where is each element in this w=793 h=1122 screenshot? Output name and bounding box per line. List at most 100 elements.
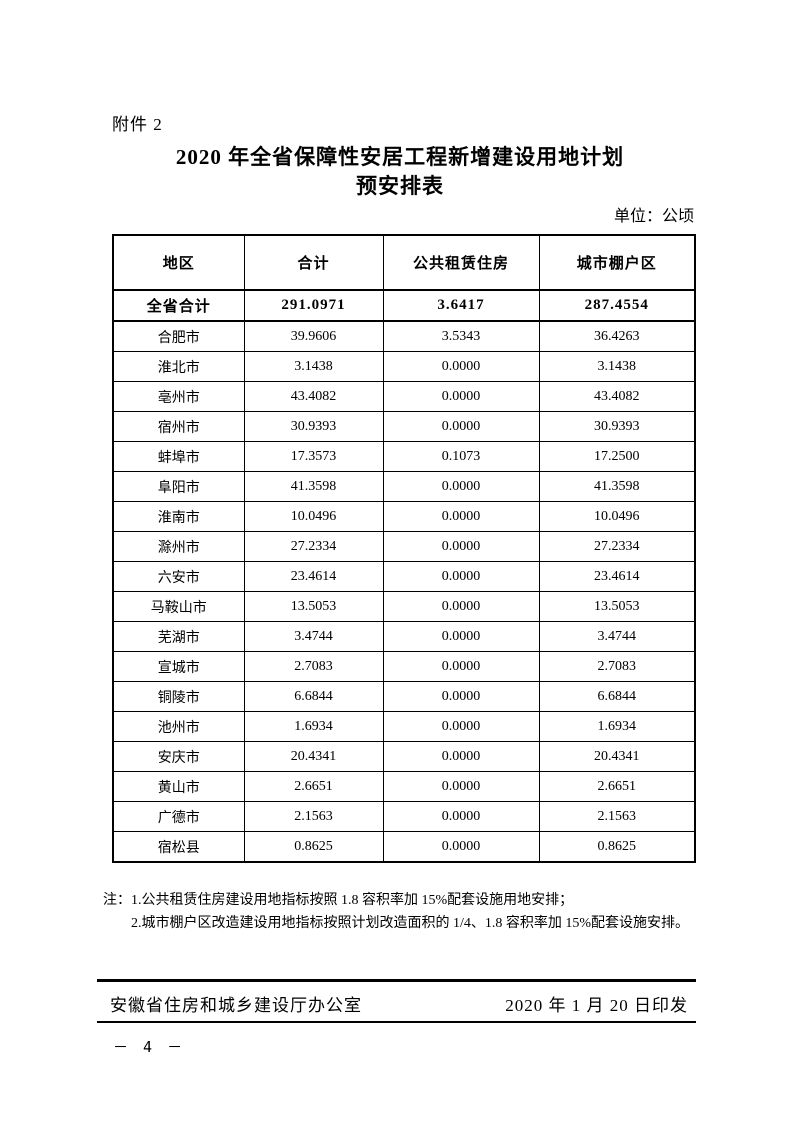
value-cell: 13.5053 — [538, 591, 696, 622]
footer-rule-bottom — [97, 1021, 696, 1023]
note-text: 2.城市棚户区改造建设用地指标按照计划改造面积的 1/4、1.8 容积率加 15… — [131, 916, 690, 931]
footer-rule-top — [97, 979, 696, 982]
value-cell: 30.9393 — [538, 411, 696, 442]
value-cell: 23.4614 — [538, 561, 696, 592]
value-cell: 0.0000 — [382, 351, 540, 382]
value-cell: 10.0496 — [538, 501, 696, 532]
table-body: 全省合计 291.0971 3.6417 287.4554 合肥市 39.9606… — [112, 289, 696, 863]
table-row: 宣城市 2.7083 0.0000 2.7083 — [112, 651, 696, 682]
table-row: 六安市 23.4614 0.0000 23.4614 — [112, 561, 696, 592]
value-cell: 0.0000 — [382, 381, 540, 412]
value-cell: 0.0000 — [382, 741, 540, 772]
value-cell: 23.4614 — [243, 561, 384, 592]
title-line-2: 预安排表 — [356, 174, 444, 198]
region-cell: 亳州市 — [112, 381, 245, 412]
region-cell: 六安市 — [112, 561, 245, 592]
unit-label: 单位：公顷 — [613, 208, 694, 225]
value-cell: 0.8625 — [538, 831, 696, 863]
header-cell-shantytown: 城市棚户区 — [538, 234, 696, 291]
region-cell: 池州市 — [112, 711, 245, 742]
value-cell: 41.3598 — [243, 471, 384, 502]
value-cell: 20.4341 — [538, 741, 696, 772]
region-cell: 合肥市 — [112, 320, 245, 352]
footer-date: 2020 年 1 月 20 日印发 — [505, 996, 688, 1015]
value-cell: 10.0496 — [243, 501, 384, 532]
table-row: 宿松县 0.8625 0.0000 0.8625 — [112, 831, 696, 863]
table-row: 淮南市 10.0496 0.0000 10.0496 — [112, 501, 696, 532]
header-cell-public-rental: 公共租赁住房 — [382, 234, 540, 291]
region-cell: 芜湖市 — [112, 621, 245, 652]
value-cell: 27.2334 — [538, 531, 696, 562]
region-cell: 宿松县 — [112, 831, 245, 863]
document-title: 2020 年全省保障性安居工程新增建设用地计划 预安排表 — [100, 143, 700, 201]
value-cell: 2.7083 — [243, 651, 384, 682]
value-cell: 3.1438 — [538, 351, 696, 382]
region-cell: 黄山市 — [112, 771, 245, 802]
region-cell: 淮北市 — [112, 351, 245, 382]
value-cell: 13.5053 — [243, 591, 384, 622]
value-cell: 0.0000 — [382, 831, 540, 863]
region-cell: 淮南市 — [112, 501, 245, 532]
value-cell: 2.6651 — [243, 771, 384, 802]
value-cell: 1.6934 — [538, 711, 696, 742]
value-cell: 17.2500 — [538, 441, 696, 472]
value-cell: 41.3598 — [538, 471, 696, 502]
value-cell: 0.0000 — [382, 681, 540, 712]
header-cell-region: 地区 — [112, 234, 245, 291]
note-text: 1.公共租赁住房建设用地指标按照 1.8 容积率加 15%配套设施用地安排； — [131, 893, 574, 908]
region-cell: 马鞍山市 — [112, 591, 245, 622]
region-cell: 安庆市 — [112, 741, 245, 772]
value-cell: 0.0000 — [382, 531, 540, 562]
table-row: 合肥市 39.9606 3.5343 36.4263 — [112, 320, 696, 352]
region-cell: 广德市 — [112, 801, 245, 832]
land-plan-table: 地区 合计 公共租赁住房 城市棚户区 全省合计 291.0971 3.6417 … — [112, 234, 696, 863]
value-cell: 2.1563 — [538, 801, 696, 832]
title-line-1: 2020 年全省保障性安居工程新增建设用地计划 — [175, 145, 625, 169]
value-cell: 2.1563 — [243, 801, 384, 832]
value-cell: 0.0000 — [382, 801, 540, 832]
note-prefix: 注： — [103, 893, 131, 908]
note-item: 2.城市棚户区改造建设用地指标按照计划改造面积的 1/4、1.8 容积率加 15… — [103, 912, 708, 935]
table-row: 马鞍山市 13.5053 0.0000 13.5053 — [112, 591, 696, 622]
value-cell: 6.6844 — [538, 681, 696, 712]
value-cell: 17.3573 — [243, 441, 384, 472]
value-cell: 30.9393 — [243, 411, 384, 442]
notes: 注：1.公共租赁住房建设用地指标按照 1.8 容积率加 15%配套设施用地安排；… — [103, 889, 708, 935]
value-cell: 43.4082 — [243, 381, 384, 412]
table-row: 宿州市 30.9393 0.0000 30.9393 — [112, 411, 696, 442]
value-cell: 0.0000 — [382, 471, 540, 502]
value-cell: 43.4082 — [538, 381, 696, 412]
value-cell: 0.0000 — [382, 561, 540, 592]
region-cell: 铜陵市 — [112, 681, 245, 712]
region-cell: 滁州市 — [112, 531, 245, 562]
total-row: 全省合计 291.0971 3.6417 287.4554 — [112, 289, 696, 322]
region-cell: 全省合计 — [112, 289, 245, 322]
table-row: 亳州市 43.4082 0.0000 43.4082 — [112, 381, 696, 412]
value-cell: 0.0000 — [382, 591, 540, 622]
table-row: 阜阳市 41.3598 0.0000 41.3598 — [112, 471, 696, 502]
value-cell: 3.4744 — [243, 621, 384, 652]
value-cell: 39.9606 — [243, 320, 384, 352]
footer-issuer: 安徽省住房和城乡建设厅办公室 — [110, 996, 362, 1015]
table-row: 淮北市 3.1438 0.0000 3.1438 — [112, 351, 696, 382]
attachment-label: 附件 2 — [112, 115, 163, 134]
value-cell: 0.0000 — [382, 711, 540, 742]
value-cell: 291.0971 — [243, 289, 384, 322]
table-row: 池州市 1.6934 0.0000 1.6934 — [112, 711, 696, 742]
value-cell: 3.6417 — [382, 289, 540, 322]
value-cell: 27.2334 — [243, 531, 384, 562]
region-cell: 宣城市 — [112, 651, 245, 682]
footer-line: 安徽省住房和城乡建设厅办公室 2020 年 1 月 20 日印发 — [97, 991, 696, 1016]
value-cell: 2.7083 — [538, 651, 696, 682]
value-cell: 6.6844 — [243, 681, 384, 712]
value-cell: 0.0000 — [382, 651, 540, 682]
table-row: 铜陵市 6.6844 0.0000 6.6844 — [112, 681, 696, 712]
region-cell: 阜阳市 — [112, 471, 245, 502]
value-cell: 0.8625 — [243, 831, 384, 863]
header-cell-total: 合计 — [243, 234, 384, 291]
value-cell: 0.0000 — [382, 501, 540, 532]
value-cell: 3.1438 — [243, 351, 384, 382]
table-row: 芜湖市 3.4744 0.0000 3.4744 — [112, 621, 696, 652]
table-header-row: 地区 合计 公共租赁住房 城市棚户区 — [112, 234, 696, 291]
